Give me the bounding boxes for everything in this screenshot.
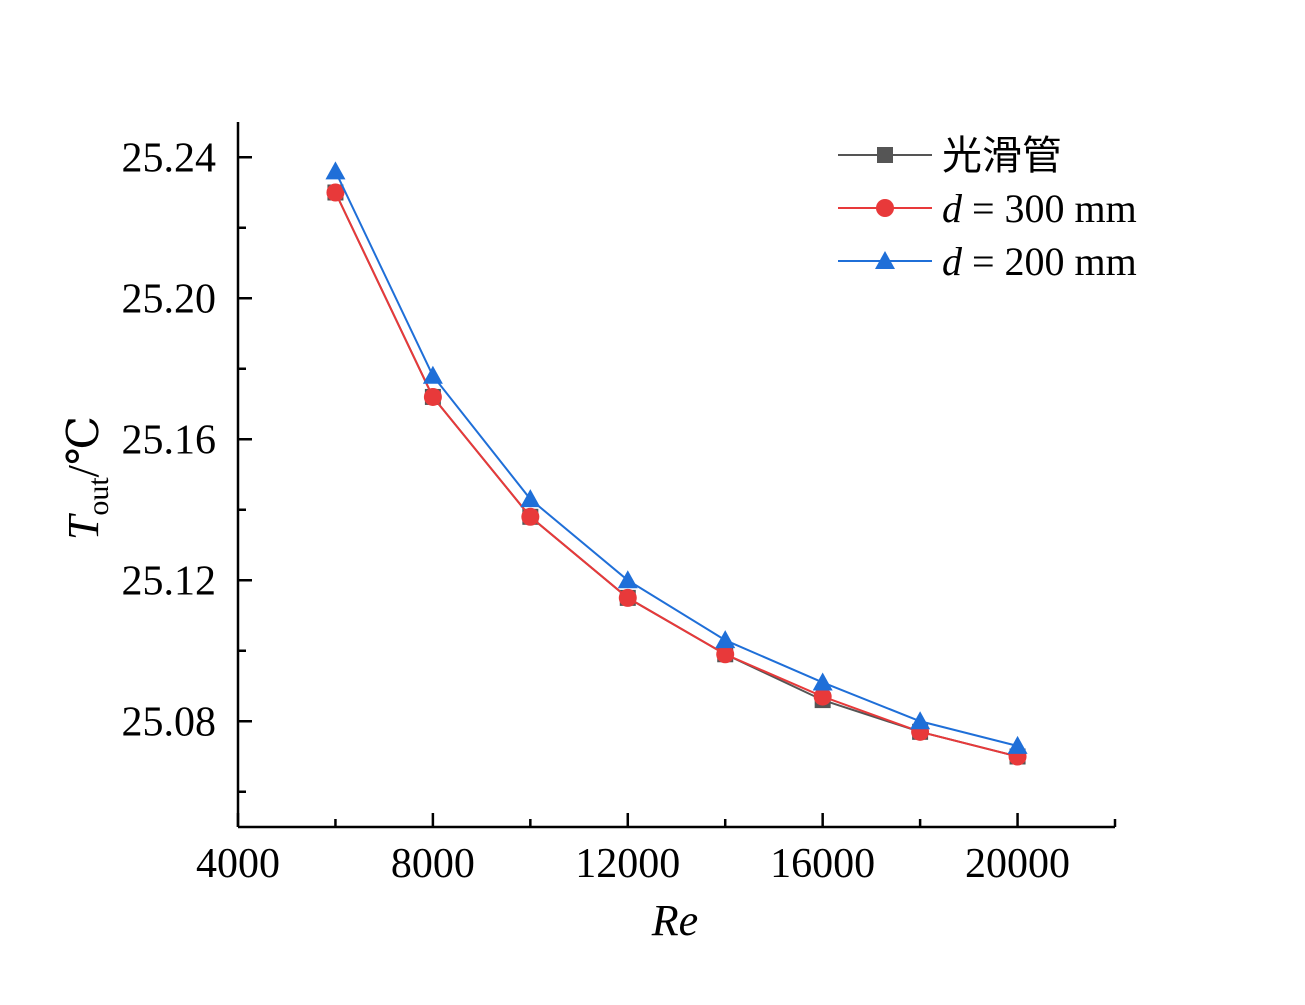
series-1 [327, 184, 1026, 765]
data-point [715, 630, 736, 649]
series-line [334, 192, 1018, 758]
data-point [326, 183, 345, 202]
y-tick-label: 25.12 [122, 558, 217, 604]
series-layer [325, 161, 1028, 766]
data-point [813, 687, 832, 706]
x-tick-label: 12000 [575, 841, 680, 887]
data-point [521, 507, 540, 526]
legend-marker [877, 147, 893, 163]
data-point [716, 645, 735, 664]
data-point [812, 672, 833, 691]
legend-item-3: d = 200 mm [838, 239, 1137, 284]
series-2 [326, 183, 1027, 766]
legend-marker [875, 251, 895, 269]
y-axis-title-main: T [59, 512, 108, 540]
axes: 4000 8000 12000 16000 20000 25.08 25.12 25.16 25… [122, 122, 1117, 887]
x-axis-title: Re [651, 896, 698, 945]
legend-label-italic: d [942, 186, 963, 231]
series-line [334, 192, 1018, 758]
y-axis-title-unit: /℃ [59, 416, 108, 477]
legend-label-text: = 300 mm [962, 186, 1137, 231]
data-point [422, 365, 443, 384]
data-point [325, 161, 346, 180]
legend-marker [876, 199, 894, 217]
legend-label-text: 光滑管 [942, 133, 1062, 178]
x-tick-label: 20000 [965, 841, 1070, 887]
data-point [520, 489, 541, 508]
data-point [1007, 735, 1028, 754]
series-line [334, 170, 1018, 747]
y-axis-title: Tout/℃ [59, 416, 115, 540]
x-tick-label: 4000 [196, 841, 280, 887]
x-tick-label: 16000 [770, 841, 875, 887]
y-tick-label: 25.24 [122, 135, 217, 181]
y-tick-label: 25.08 [122, 699, 217, 745]
legend-label: 光滑管 [942, 133, 1062, 178]
x-tick-label: 8000 [391, 841, 475, 887]
legend-label: d = 200 mm [942, 239, 1137, 284]
series-3 [325, 161, 1028, 754]
legend-item-2: d = 300 mm [838, 186, 1137, 231]
y-axis-title-sub: out [82, 477, 115, 516]
data-point [618, 588, 637, 607]
y-tick-label: 25.20 [122, 276, 217, 322]
data-point [617, 570, 638, 589]
legend-item-1: 光滑管 [838, 133, 1062, 178]
y-tick-label: 25.16 [122, 417, 217, 463]
data-point [910, 711, 931, 730]
data-point [423, 387, 442, 406]
legend-label: d = 300 mm [942, 186, 1137, 231]
legend-label-italic: d [942, 239, 963, 284]
legend-label-text: = 200 mm [962, 239, 1137, 284]
